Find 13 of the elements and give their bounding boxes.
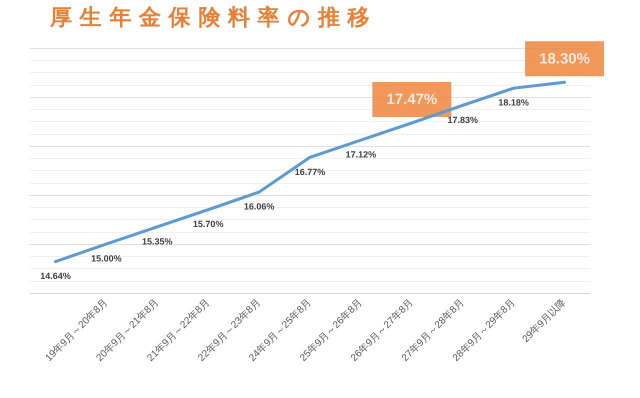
data-label: 17.12% bbox=[346, 150, 376, 160]
data-label: 18.18% bbox=[498, 98, 529, 108]
data-label: 17.83% bbox=[447, 114, 478, 125]
chart-title: 厚 生 年 金 保 険 料 率 の 推 移 bbox=[49, 4, 370, 30]
data-label: 15.35% bbox=[142, 236, 173, 246]
data-label: 14.64% bbox=[40, 271, 71, 282]
annotation: 18.30% bbox=[539, 50, 590, 68]
data-label: 15.00% bbox=[91, 254, 122, 264]
data-label: 15.70% bbox=[192, 219, 224, 230]
data-label: 16.06% bbox=[244, 202, 274, 212]
x-tick-label: 29年9月以降 bbox=[520, 296, 568, 345]
annotation: 17.47% bbox=[386, 90, 438, 108]
data-label: 16.77% bbox=[294, 166, 326, 177]
